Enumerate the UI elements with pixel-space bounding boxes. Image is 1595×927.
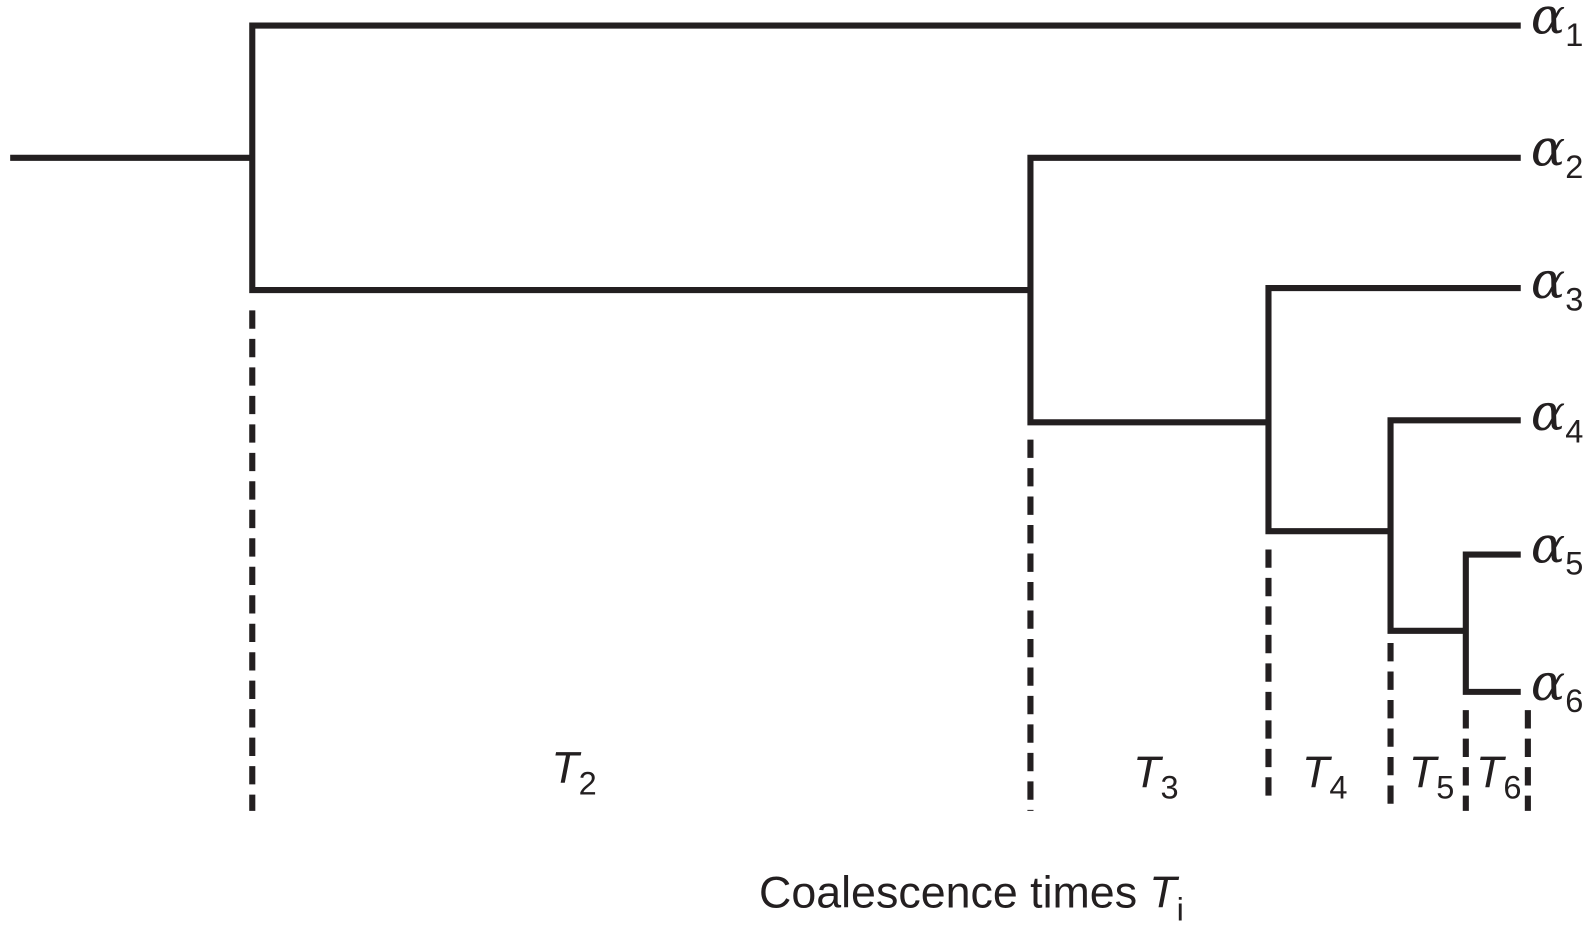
leaf-label: α1 [1531,0,1583,52]
branch [1387,417,1521,634]
leaf-label: α6 [1531,653,1583,719]
interval-index: 6 [1503,769,1521,805]
leaf-symbol: α [1531,383,1565,442]
interval-index: 3 [1161,769,1179,805]
interval-symbol: T [1476,747,1506,797]
branch [249,22,1521,294]
interval-label: T4 [1302,747,1347,805]
tree-branches [10,22,1521,695]
interval-symbol: T [1409,747,1439,797]
leaf-label: α5 [1531,515,1583,581]
interval-label: T3 [1133,747,1178,805]
leaf-index: 6 [1565,683,1583,719]
leaf-label: α4 [1531,383,1583,449]
leaf-label: α3 [1531,251,1583,317]
interval-dividers [249,310,1531,811]
branch [1265,284,1521,535]
interval-label: T5 [1409,747,1454,805]
leaf-symbol: α [1531,515,1565,574]
interval-label: T2 [551,743,596,801]
leaf-index: 2 [1565,149,1583,185]
caption: Coalescence times Ti [759,867,1184,927]
interval-labels: T2 T3 T4 T5 T6 [551,743,1521,805]
leaf-label: α2 [1531,119,1583,185]
interval-label: T6 [1476,747,1521,805]
interval-index: 5 [1436,769,1454,805]
leaf-labels: α1 α2 α3 α4 α5 α6 [1531,0,1583,719]
caption-symbol: T [1149,867,1179,917]
leaf-index: 5 [1565,545,1583,581]
interval-symbol: T [551,743,581,793]
leaf-symbol: α [1531,653,1565,712]
leaf-symbol: α [1531,119,1565,178]
interval-index: 2 [579,765,597,801]
interval-symbol: T [1302,747,1332,797]
leaf-index: 1 [1565,16,1583,52]
branch [1027,154,1521,426]
leaf-index: 3 [1565,281,1583,317]
caption-index: i [1177,891,1184,927]
branch [1462,551,1521,695]
leaf-index: 4 [1565,413,1583,449]
leaf-symbol: α [1531,251,1565,310]
interval-index: 4 [1329,769,1347,805]
caption-text: Coalescence times [759,867,1137,917]
interval-symbol: T [1133,747,1163,797]
leaf-symbol: α [1531,0,1565,46]
